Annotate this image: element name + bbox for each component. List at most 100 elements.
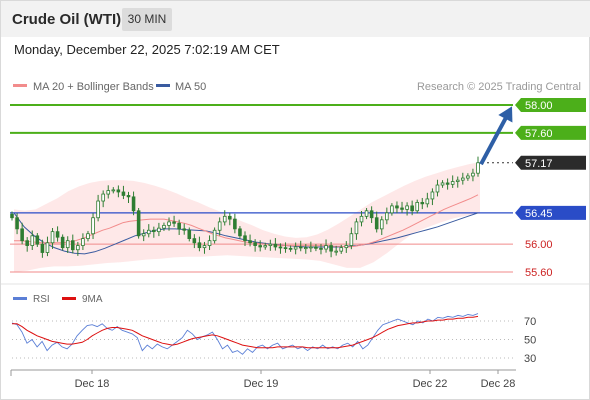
candle-body — [253, 242, 257, 246]
candle-body — [258, 245, 262, 248]
x-tick-Dec-22: Dec 22 — [413, 378, 448, 390]
candle-body — [35, 235, 40, 245]
candle-body — [415, 202, 420, 212]
candle-body — [395, 205, 399, 209]
watermark: Research © 2025 Trading Central — [417, 81, 581, 93]
rsi-tick-70: 70 — [524, 316, 536, 328]
legend-9ma-label: 9MA — [82, 294, 103, 305]
level-label-55.60: 55.60 — [525, 267, 553, 279]
candle-body — [349, 233, 354, 246]
x-tick-Dec-19: Dec 19 — [244, 378, 279, 390]
candle-body — [111, 189, 116, 192]
candle-body — [455, 179, 460, 182]
candle-body — [212, 229, 217, 242]
candle-body — [76, 245, 80, 251]
candle-body — [440, 182, 445, 186]
candle-body — [273, 243, 278, 248]
candle-body — [65, 240, 70, 249]
forecast-arrow-head — [498, 106, 513, 123]
candle-body — [303, 247, 308, 250]
candle-body — [450, 181, 455, 185]
candle-body — [96, 200, 100, 219]
candle-body — [25, 240, 29, 246]
candle-body — [70, 240, 75, 251]
level-tag-56.45 — [515, 205, 586, 220]
candle-body — [233, 218, 237, 230]
candle-body — [410, 205, 414, 212]
candle-body — [162, 224, 166, 229]
candle-body — [45, 242, 50, 253]
candle-body — [238, 228, 242, 237]
forecast-arrow-shaft — [479, 114, 510, 166]
candle-body — [243, 235, 247, 242]
candle-body — [293, 246, 298, 250]
candle-body — [197, 242, 202, 249]
candle-body — [192, 238, 197, 244]
candle-body — [167, 221, 171, 226]
candle-body — [354, 221, 359, 235]
candle-body — [278, 246, 283, 249]
candle-body — [359, 215, 364, 223]
candle-body — [146, 229, 151, 235]
level-tag-57.60 — [515, 125, 586, 140]
rsi-line — [11, 313, 479, 355]
candle-body — [476, 162, 480, 174]
legend-rsi-label: RSI — [33, 294, 50, 305]
candle-body — [379, 219, 384, 230]
candle-body — [329, 245, 333, 252]
x-tick-Dec-18: Dec 18 — [75, 378, 110, 390]
candle-body — [435, 184, 440, 193]
candle-body — [374, 217, 379, 230]
level-label-56.45: 56.45 — [525, 208, 553, 220]
candle-body — [420, 202, 425, 205]
candle-body — [324, 245, 328, 250]
candle-body — [15, 217, 19, 230]
candle-body — [369, 210, 374, 219]
candle-body — [314, 246, 318, 249]
legend-ma20-label: MA 20 + Bollinger Bands — [33, 81, 154, 93]
candle-body — [248, 240, 252, 244]
candle-body — [131, 196, 136, 212]
candle-body — [177, 222, 181, 230]
candle-body — [461, 177, 465, 181]
candle-body — [222, 215, 227, 223]
interval-button[interactable]: 30 MIN — [122, 8, 172, 31]
candle-body — [40, 243, 45, 253]
legend-rsi-swatch — [13, 297, 27, 300]
instrument-title: Crude Oil (WTI) — [12, 11, 122, 28]
candle-body — [81, 238, 85, 246]
candle-body — [228, 215, 232, 220]
rsi-tick-50: 50 — [524, 335, 536, 347]
candle-body — [283, 247, 288, 250]
candle-body — [116, 189, 121, 193]
level-label-58.00: 58.00 — [525, 100, 553, 112]
legend-ma50-label: MA 50 — [175, 81, 206, 93]
candle-body — [91, 217, 95, 235]
candle-body — [207, 240, 212, 246]
candle-body — [309, 246, 313, 249]
candle-body — [10, 213, 14, 219]
candle-body — [344, 245, 349, 249]
candle-body — [141, 233, 146, 237]
legend-ma50-swatch — [156, 84, 170, 87]
candle-body — [86, 233, 90, 240]
level-label-57.60: 57.60 — [525, 128, 553, 140]
candle-body — [298, 246, 303, 249]
candle-body — [400, 207, 404, 210]
bollinger-bands — [14, 162, 480, 272]
candle-body — [288, 247, 293, 250]
candle-body — [268, 243, 273, 246]
candle-body — [263, 245, 268, 248]
level-tag-57.17 — [515, 155, 586, 170]
candle-body — [187, 229, 192, 240]
candle-body — [152, 229, 156, 233]
candle-body — [136, 210, 141, 237]
candle-body — [334, 250, 338, 253]
timestamp: Monday, December 22, 2025 7:02:19 AM CET — [14, 42, 280, 57]
header-bar: Crude Oil (WTI) 30 MIN — [1, 1, 590, 37]
candle-body — [50, 231, 55, 244]
candle-body — [364, 210, 369, 217]
candle-body — [106, 190, 111, 195]
level-label-57.17: 57.17 — [525, 158, 553, 170]
